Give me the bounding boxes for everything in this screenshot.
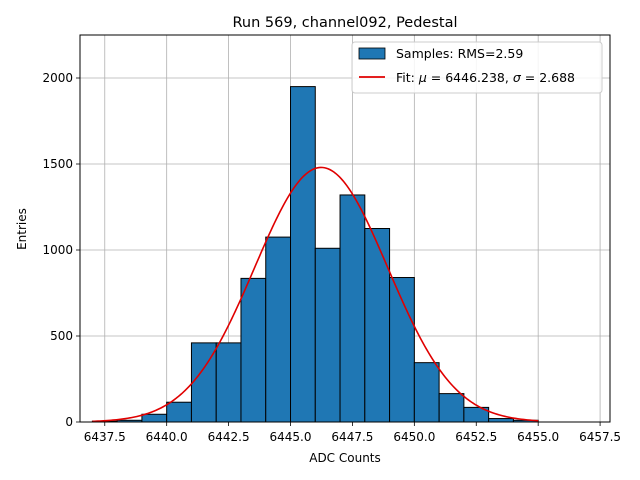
- histogram-bar: [364, 228, 391, 423]
- x-tick-label: 6452.5: [455, 430, 497, 444]
- x-tick-label: 6447.5: [331, 430, 373, 444]
- x-axis-ticks: 6437.5 6440.0 6442.5 6445.0 6447.5 6450.0 6452…: [84, 422, 621, 444]
- legend-sigma-equals: =: [521, 70, 539, 85]
- legend-mu-value: 6446.238: [445, 70, 505, 85]
- legend: Samples: RMS=2.59 Fit: μ = 6446.238, σ =…: [351, 41, 603, 94]
- y-axis-label: Entries: [15, 208, 29, 250]
- y-tick-label: 1000: [42, 243, 73, 257]
- legend-box: [351, 41, 603, 94]
- y-tick-label: 2000: [42, 71, 73, 85]
- legend-sigma-symbol: σ: [513, 70, 522, 85]
- histogram-bar: [314, 247, 341, 423]
- histogram-bar: [290, 86, 316, 423]
- plot-frame: [79, 34, 611, 423]
- histogram-bar: [488, 418, 514, 423]
- x-tick-label: 6445.0: [270, 430, 312, 444]
- histogram-bar: [141, 413, 168, 423]
- y-tick-label: 1500: [42, 157, 73, 171]
- y-tick-label: 500: [50, 329, 73, 343]
- histogram-bar: [413, 362, 440, 423]
- legend-mu-symbol: μ: [418, 70, 427, 85]
- y-axis-ticks: 0 500 1000 1500 2000: [42, 71, 80, 429]
- y-tick-label: 0: [65, 415, 73, 429]
- chart-title: Run 569, channel092, Pedestal: [232, 15, 457, 31]
- legend-fit-prefix: Fit:: [396, 70, 419, 85]
- x-tick-label: 6455.0: [517, 430, 559, 444]
- x-tick-label: 6457.5: [579, 430, 621, 444]
- legend-samples-label: Samples: RMS=2.59: [396, 46, 523, 61]
- histogram-bar: [240, 277, 267, 423]
- histogram-bars: [91, 86, 539, 423]
- fit-curve: [92, 166, 539, 423]
- x-tick-label: 6442.5: [208, 430, 250, 444]
- histogram-bar: [339, 194, 366, 423]
- legend-separator: ,: [505, 70, 513, 85]
- legend-samples-swatch: [358, 47, 386, 60]
- x-tick-label: 6440.0: [146, 430, 188, 444]
- x-axis-label: ADC Counts: [309, 451, 381, 465]
- histogram-bar: [215, 342, 242, 423]
- x-tick-label: 6450.0: [393, 430, 435, 444]
- legend-fit-label: Fit: μ = 6446.238, σ = 2.688: [396, 70, 575, 85]
- legend-mu-equals: =: [427, 70, 445, 85]
- histogram-bar: [166, 401, 192, 423]
- histogram-bar: [265, 236, 292, 423]
- histogram-bar: [438, 393, 465, 423]
- x-tick-label: 6437.5: [84, 430, 126, 444]
- legend-sigma-value: 2.688: [539, 70, 575, 85]
